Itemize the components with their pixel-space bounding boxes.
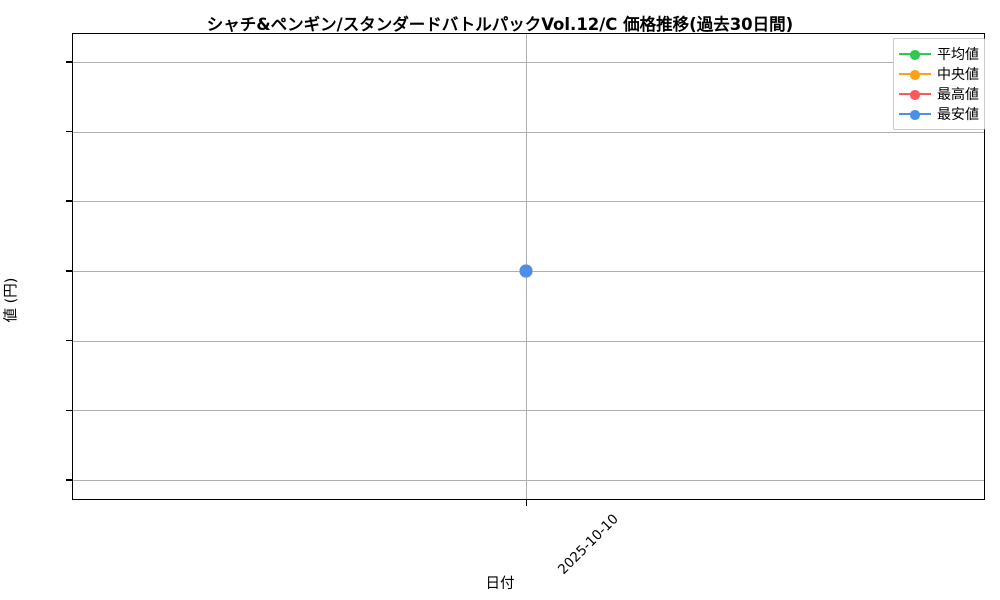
legend-item[interactable]: 最高値 — [898, 84, 980, 104]
legend-item-label: 最安値 — [937, 107, 979, 123]
legend-item-label: 最高値 — [937, 87, 979, 103]
y-tick-mark — [66, 479, 73, 481]
y-tick-mark — [66, 409, 73, 412]
chart-legend: 平均値中央値最高値最安値 — [893, 38, 985, 130]
legend-item-label: 平均値 — [937, 47, 979, 63]
legend-marker-icon — [898, 47, 932, 61]
y-tick-mark — [66, 339, 73, 342]
x-tick-mark — [525, 499, 528, 506]
y-axis-label: 値 (円) — [3, 277, 20, 323]
legend-marker-icon — [898, 67, 932, 81]
y-tick-mark — [66, 61, 73, 63]
gridline-horizontal — [73, 131, 984, 133]
legend-item[interactable]: 最安値 — [898, 104, 980, 124]
plot-area: 114116118120122124126 2025-10-10 — [66, 33, 985, 578]
legend-marker-icon — [898, 107, 932, 121]
gridline-horizontal — [73, 61, 984, 63]
legend-item[interactable]: 平均値 — [898, 44, 980, 64]
legend-item-label: 中央値 — [937, 67, 979, 83]
gridline-horizontal — [73, 201, 984, 203]
y-tick-mark — [66, 200, 73, 203]
legend-item[interactable]: 中央値 — [898, 64, 980, 84]
gridline-horizontal — [73, 410, 984, 412]
chart-title: シャチ&ペンギン/スタンダードバトルパックVol.12/C 価格推移(過去30日… — [206, 15, 794, 34]
y-tick-mark — [66, 130, 73, 133]
data-point-marker — [519, 264, 533, 278]
x-axis-label: 日付 — [485, 576, 515, 592]
x-tick-label: 2025-10-10 — [555, 511, 623, 578]
y-tick-mark — [66, 270, 73, 272]
gridline-horizontal — [73, 480, 984, 482]
legend-marker-icon — [898, 87, 932, 101]
gridline-horizontal — [73, 340, 984, 342]
